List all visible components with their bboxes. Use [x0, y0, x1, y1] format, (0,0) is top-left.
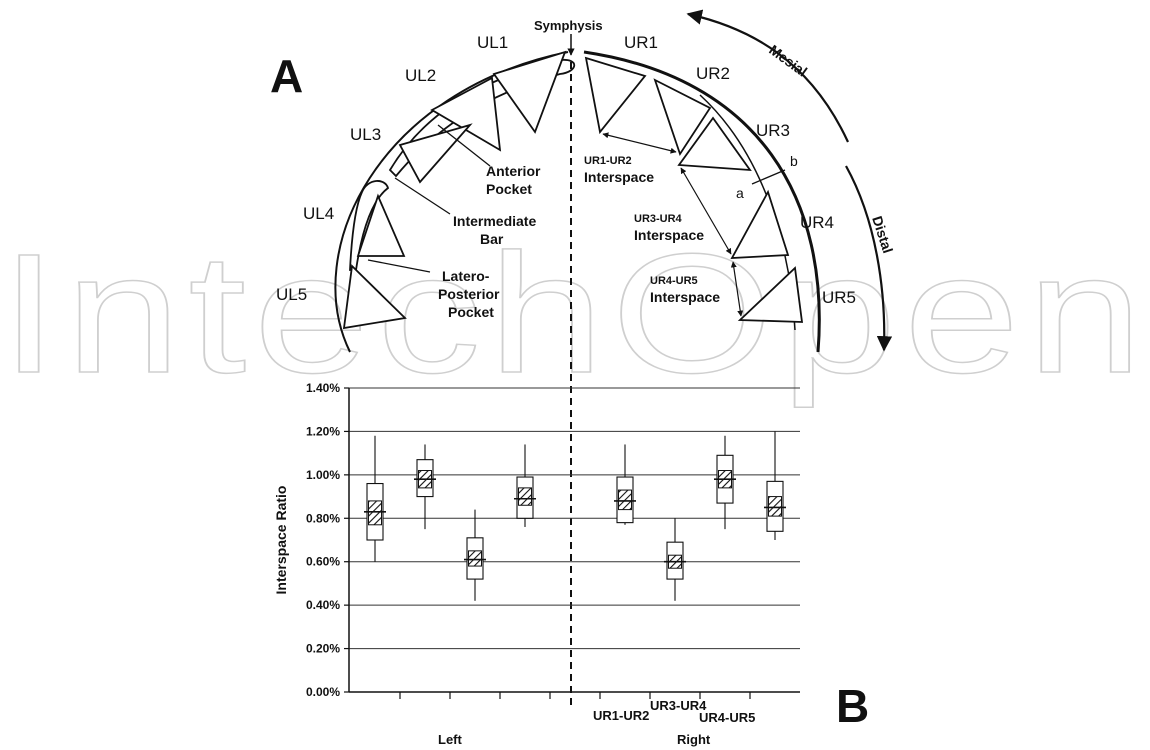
y-tick-labels: 0.00% 0.20% 0.40% 0.60% 0.80% 1.00% 1.20% 1.40% [306, 381, 349, 699]
tooth-ul1 [492, 50, 567, 134]
leader-anterior-pocket [437, 124, 491, 167]
x-label-ur4-ur5: UR4-UR5 [699, 710, 755, 725]
tooth-ur1 [584, 56, 647, 135]
x-tick-marks [399, 692, 751, 699]
interspace-ur3-ur4-label-1: UR3-UR4 [634, 213, 683, 225]
mesial-arrow [686, 9, 849, 143]
symphysis-label: Symphysis [534, 18, 603, 33]
y-axis-title: Interspace Ratio [273, 486, 289, 595]
distal-arrow [845, 165, 893, 352]
box-plot [464, 509, 486, 601]
y-tick-label: 0.20% [306, 642, 340, 656]
tooth-ul3 [398, 123, 473, 184]
label-ur3: UR3 [756, 121, 790, 140]
tooth-ur4 [730, 189, 790, 259]
latero-posterior-label-1: Latero- [442, 268, 490, 284]
y-tick-label: 1.40% [306, 381, 340, 395]
chart-gridlines [349, 387, 800, 650]
y-tick-label: 0.00% [306, 685, 340, 699]
panel-b-letter: B [836, 680, 869, 732]
tooth-ur2 [653, 78, 712, 157]
interspace-ur4-ur5-label-2: Interspace [650, 289, 720, 305]
interspace-arrow-ur1-ur2 [602, 132, 677, 154]
intermediate-bar-outline [349, 180, 390, 271]
interspace-ur1-ur2-label-1: UR1-UR2 [584, 155, 632, 167]
label-ul1: UL1 [477, 33, 508, 52]
box-plot [514, 444, 536, 527]
y-tick-label: 0.80% [306, 511, 340, 525]
tooth-ur5 [737, 266, 804, 323]
box-plot [714, 435, 736, 530]
label-ur2: UR2 [696, 64, 730, 83]
label-ur1: UR1 [624, 33, 658, 52]
x-label-ur3-ur4: UR3-UR4 [650, 698, 707, 713]
intermediate-bar-label-1: Intermediate [453, 213, 536, 229]
group-label-left: Left [438, 732, 463, 747]
box-plot [614, 444, 636, 525]
intermediate-bar-label-2: Bar [480, 231, 504, 247]
box-plot [764, 431, 786, 540]
panel-b-chart: B Interspace Ratio 0.00%0.20%0.40%0.60%0… [273, 381, 869, 747]
box-plot [414, 444, 436, 530]
arch-right-outline [583, 50, 821, 353]
y-tick-label: 0.60% [306, 555, 340, 569]
box-ci-hatched [368, 500, 382, 526]
x-label-ur1-ur2: UR1-UR2 [593, 708, 649, 723]
anterior-pocket-label-2: Pocket [486, 181, 532, 197]
measurement-line-ab [751, 169, 786, 185]
latero-posterior-label-2: Posterior [438, 286, 500, 302]
box-ci-hatched [768, 496, 782, 517]
y-tick-label: 1.20% [306, 424, 340, 438]
panel-a-letter: A [270, 50, 303, 102]
box-plot [364, 435, 386, 562]
interspace-arrow-ur4-ur5 [730, 261, 744, 317]
box-plot [664, 518, 686, 601]
box-series [364, 431, 786, 601]
label-ur4: UR4 [800, 213, 834, 232]
leader-intermediate-bar [394, 177, 451, 215]
interspace-ur4-ur5-label-1: UR4-UR5 [650, 275, 698, 287]
watermark-text: IntechOpen [0, 219, 1150, 409]
point-b-label: b [790, 153, 798, 169]
tooth-ul4 [356, 193, 406, 257]
interspace-arrow-ur3-ur4 [680, 167, 732, 255]
box-ci-hatched [468, 550, 482, 567]
label-ul3: UL3 [350, 125, 381, 144]
label-ul4: UL4 [303, 204, 334, 223]
point-a-label: a [736, 185, 744, 201]
label-ul2: UL2 [405, 66, 436, 85]
group-label-right: Right [677, 732, 711, 747]
tooth-ul5 [342, 264, 407, 330]
box-ci-hatched [518, 487, 532, 506]
interspace-ur1-ur2-label-2: Interspace [584, 169, 654, 185]
interspace-ur3-ur4-label-2: Interspace [634, 227, 704, 243]
label-ur5: UR5 [822, 288, 856, 307]
y-tick-label: 1.00% [306, 468, 340, 482]
panel-a: A a b Symphysis [270, 9, 896, 705]
latero-posterior-label-3: Pocket [448, 304, 494, 320]
label-ul5: UL5 [276, 285, 307, 304]
anterior-pocket-label-1: Anterior [486, 163, 541, 179]
box-ci-hatched [618, 489, 632, 511]
leader-latero-posterior [367, 259, 431, 273]
y-tick-label: 0.40% [306, 598, 340, 612]
mesial-label: Mesial [766, 41, 810, 79]
